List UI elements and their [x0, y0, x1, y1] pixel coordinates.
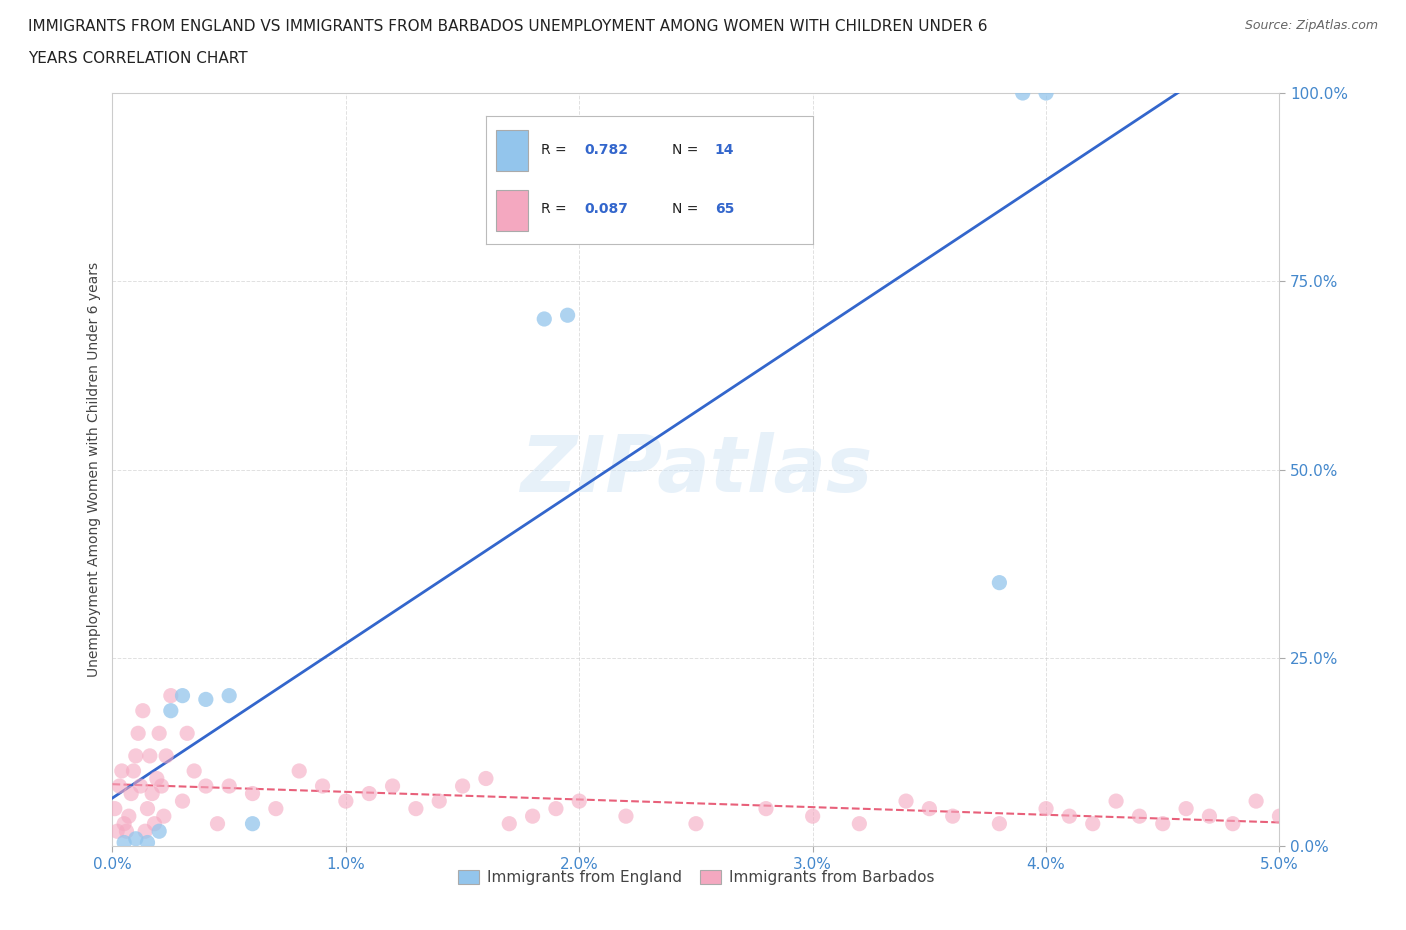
Point	[125, 749, 148, 764]
Point	[451, 778, 474, 793]
Point	[1222, 817, 1244, 831]
Point	[427, 793, 450, 808]
Point	[160, 703, 183, 718]
Point	[218, 688, 240, 703]
Point	[155, 749, 177, 764]
Point	[288, 764, 311, 778]
Text: IMMIGRANTS FROM ENGLAND VS IMMIGRANTS FROM BARBADOS UNEMPLOYMENT AMONG WOMEN WIT: IMMIGRANTS FROM ENGLAND VS IMMIGRANTS FR…	[28, 19, 987, 33]
Point	[143, 817, 166, 831]
Point	[148, 726, 170, 741]
Point	[568, 793, 591, 808]
Point	[522, 809, 544, 824]
Point	[1081, 817, 1104, 831]
Point	[141, 786, 163, 801]
Point	[1244, 793, 1267, 808]
Point	[1035, 86, 1057, 100]
Point	[146, 771, 169, 786]
Point	[242, 817, 264, 831]
Point	[544, 802, 567, 817]
Point	[118, 809, 141, 824]
Point	[218, 778, 240, 793]
Point	[194, 778, 217, 793]
Point	[172, 793, 194, 808]
Point	[111, 764, 134, 778]
Point	[112, 817, 135, 831]
Point	[405, 802, 427, 817]
Point	[104, 802, 127, 817]
Point	[1059, 809, 1081, 824]
Point	[533, 312, 555, 326]
Point	[129, 778, 152, 793]
Point	[108, 778, 131, 793]
Point	[1198, 809, 1220, 824]
Point	[122, 764, 145, 778]
Point	[475, 771, 498, 786]
Point	[136, 835, 159, 850]
Point	[1105, 793, 1128, 808]
Point	[176, 726, 198, 741]
Point	[242, 786, 264, 801]
Point	[942, 809, 965, 824]
Point	[194, 692, 217, 707]
Point	[335, 793, 357, 808]
Point	[160, 688, 183, 703]
Point	[207, 817, 229, 831]
Point	[894, 793, 917, 808]
Point	[132, 703, 155, 718]
Point	[264, 802, 287, 817]
Point	[1011, 86, 1033, 100]
Text: ZIPatlas: ZIPatlas	[520, 432, 872, 508]
Point	[172, 688, 194, 703]
Y-axis label: Unemployment Among Women with Children Under 6 years: Unemployment Among Women with Children U…	[87, 262, 101, 677]
Point	[148, 824, 170, 839]
Point	[381, 778, 404, 793]
Point	[1035, 802, 1057, 817]
Legend: Immigrants from England, Immigrants from Barbados: Immigrants from England, Immigrants from…	[451, 864, 941, 891]
Point	[127, 726, 149, 741]
Point	[801, 809, 824, 824]
Point	[136, 802, 159, 817]
Point	[1128, 809, 1150, 824]
Text: Source: ZipAtlas.com: Source: ZipAtlas.com	[1244, 19, 1378, 32]
Point	[988, 817, 1011, 831]
Text: YEARS CORRELATION CHART: YEARS CORRELATION CHART	[28, 51, 247, 66]
Point	[685, 817, 707, 831]
Point	[498, 817, 520, 831]
Point	[112, 835, 135, 850]
Point	[105, 824, 128, 839]
Point	[1152, 817, 1174, 831]
Point	[359, 786, 381, 801]
Point	[183, 764, 205, 778]
Point	[848, 817, 870, 831]
Point	[918, 802, 941, 817]
Point	[311, 778, 333, 793]
Point	[614, 809, 637, 824]
Point	[120, 786, 142, 801]
Point	[115, 824, 138, 839]
Point	[153, 809, 176, 824]
Point	[139, 749, 162, 764]
Point	[755, 802, 778, 817]
Point	[150, 778, 173, 793]
Point	[1175, 802, 1198, 817]
Point	[125, 831, 148, 846]
Point	[988, 575, 1011, 591]
Point	[557, 308, 579, 323]
Point	[134, 824, 156, 839]
Point	[1268, 809, 1291, 824]
